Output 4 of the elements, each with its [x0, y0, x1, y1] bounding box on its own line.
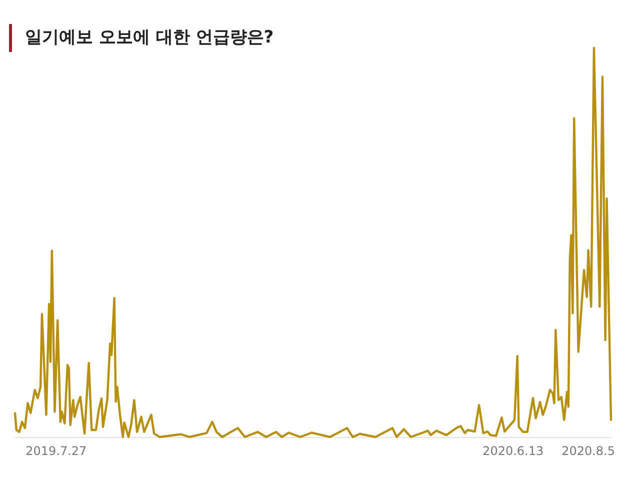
- x-tick-label: 2020.6.13: [482, 444, 544, 458]
- x-tick-label: 2020.8.5: [562, 444, 616, 458]
- chart-title: 일기예보 오보에 대한 언급량은?: [25, 28, 274, 48]
- x-tick-label: 2019.7.27: [26, 444, 87, 458]
